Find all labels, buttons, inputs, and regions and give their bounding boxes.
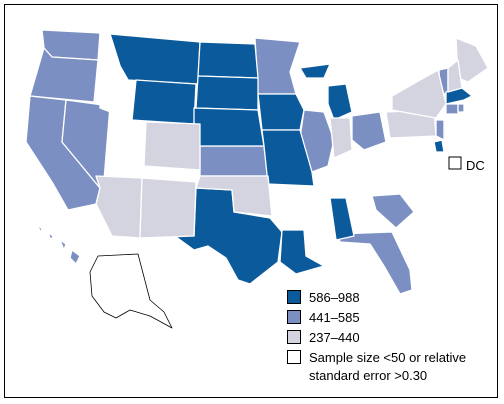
state-indiana: [329, 117, 353, 159]
state-colorado: [143, 121, 201, 171]
state-minnesota: [254, 37, 301, 95]
legend-label: 586–988: [309, 290, 360, 305]
state-idaho: [99, 32, 133, 121]
state-hawaii: [37, 224, 81, 265]
legend-label: 237–440: [309, 330, 360, 345]
legend-label: 441–585: [309, 310, 360, 325]
state-new-jersey: [435, 119, 445, 141]
state-oklahoma: [195, 175, 273, 217]
state-kansas: [199, 145, 269, 177]
state-arizona: [95, 175, 143, 239]
state-ohio: [351, 111, 387, 151]
state-florida: [337, 231, 413, 295]
state-missouri: [261, 129, 315, 187]
state-new-york: [391, 69, 447, 119]
legend-swatch: [287, 330, 301, 344]
state-iowa: [257, 93, 305, 131]
state-louisiana: [279, 229, 325, 275]
state-south-carolina: [371, 193, 415, 229]
legend-swatch: [287, 290, 301, 304]
dc-box: [448, 156, 462, 170]
state-wyoming: [131, 79, 197, 125]
state-nebraska: [193, 107, 265, 147]
dc-label: DC: [466, 158, 485, 173]
legend-label-line1: Sample size <50 or relative: [309, 350, 467, 365]
state-oregon: [29, 47, 99, 103]
state-connecticut: [445, 103, 459, 115]
state-alabama: [329, 197, 355, 241]
legend-swatch: [287, 310, 301, 324]
legend-swatch: [287, 350, 301, 364]
state-new-mexico: [139, 177, 197, 239]
state-rhode-island: [457, 103, 465, 113]
state-alaska: [89, 253, 173, 329]
state-north-dakota: [197, 41, 259, 79]
state-south-dakota: [195, 75, 259, 111]
state-delaware: [433, 139, 445, 153]
state-new-hampshire: [447, 59, 463, 93]
legend-label-line2: standard error >0.30: [309, 368, 428, 383]
state-michigan: [299, 63, 353, 121]
